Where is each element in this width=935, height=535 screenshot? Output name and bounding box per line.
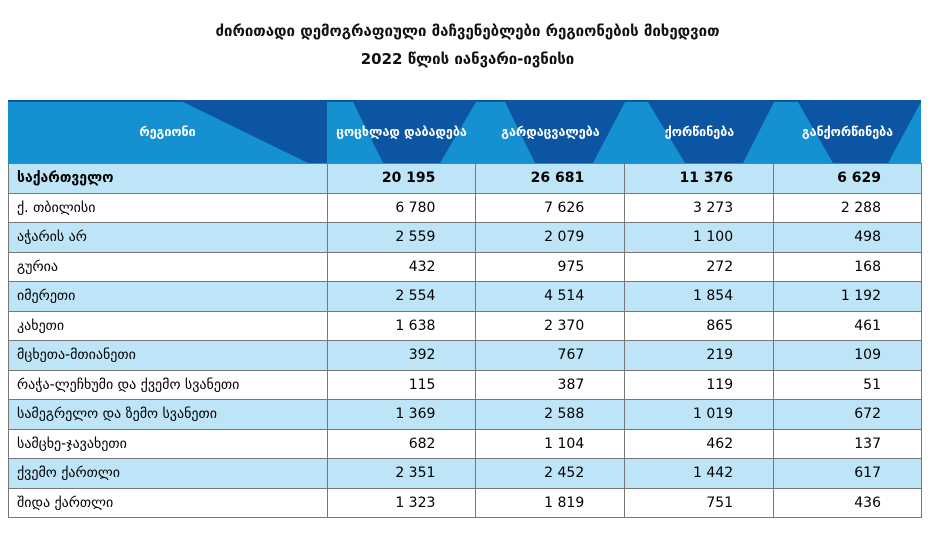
table-row: აჭარის არ 2 559 2 079 1 100 498 <box>8 222 922 253</box>
value-cell: 1 100 <box>624 222 775 253</box>
value-cell: 682 <box>326 428 477 459</box>
region-cell: ქ. თბილისი <box>8 192 328 223</box>
region-cell: მცხეთა-მთიანეთი <box>8 340 328 371</box>
table-row: ქვემო ქართლი 2 351 2 452 1 442 617 <box>8 458 922 489</box>
region-cell: კახეთი <box>8 310 328 341</box>
value-cell: 26 681 <box>475 163 626 194</box>
value-cell: 2 588 <box>475 399 626 430</box>
value-cell: 1 638 <box>326 310 477 341</box>
value-cell: 1 192 <box>773 281 922 312</box>
value-cell: 672 <box>773 399 922 430</box>
value-cell: 115 <box>326 369 477 400</box>
value-cell: 2 079 <box>475 222 626 253</box>
title-line-2: 2022 წლის იანვარი-ივნისი <box>360 50 575 68</box>
value-cell: 767 <box>475 340 626 371</box>
value-cell: 462 <box>624 428 775 459</box>
table-row: შიდა ქართლი 1 323 1 819 751 436 <box>8 487 922 518</box>
region-cell: შიდა ქართლი <box>8 487 328 518</box>
table-row: გურია 432 975 272 168 <box>8 251 922 282</box>
value-cell: 119 <box>624 369 775 400</box>
value-cell: 617 <box>773 458 922 489</box>
value-cell: 219 <box>624 340 775 371</box>
value-cell: 461 <box>773 310 922 341</box>
value-cell: 432 <box>326 251 477 282</box>
table-row: ქ. თბილისი 6 780 7 626 3 273 2 288 <box>8 192 922 223</box>
value-cell: 1 323 <box>326 487 477 518</box>
region-cell: იმერეთი <box>8 281 328 312</box>
value-cell: 1 104 <box>475 428 626 459</box>
table-row-total: საქართველო 20 195 26 681 11 376 6 629 <box>8 163 922 194</box>
value-cell: 1 819 <box>475 487 626 518</box>
value-cell: 1 369 <box>326 399 477 430</box>
value-cell: 2 554 <box>326 281 477 312</box>
value-cell: 392 <box>326 340 477 371</box>
value-cell: 137 <box>773 428 922 459</box>
table-row: კახეთი 1 638 2 370 865 461 <box>8 310 922 341</box>
header-divorces: განქორწინება <box>801 123 894 139</box>
region-cell: სამეგრელო და ზემო სვანეთი <box>8 399 328 430</box>
value-cell: 436 <box>773 487 922 518</box>
value-cell: 1 442 <box>624 458 775 489</box>
value-cell: 2 452 <box>475 458 626 489</box>
value-cell: 498 <box>773 222 922 253</box>
value-cell: 109 <box>773 340 922 371</box>
region-cell: გურია <box>8 251 328 282</box>
table-row: რაჭა-ლეჩხუმი და ქვემო სვანეთი 115 387 119 51 <box>8 369 922 400</box>
value-cell: 1 854 <box>624 281 775 312</box>
value-cell: 1 019 <box>624 399 775 430</box>
region-cell: ქვემო ქართლი <box>8 458 328 489</box>
value-cell: 975 <box>475 251 626 282</box>
header-region: რეგიონი <box>139 123 196 139</box>
value-cell: 20 195 <box>326 163 477 194</box>
value-cell: 2 351 <box>326 458 477 489</box>
value-cell: 6 629 <box>773 163 922 194</box>
region-cell: საქართველო <box>8 163 328 194</box>
value-cell: 4 514 <box>475 281 626 312</box>
table-row: მცხეთა-მთიანეთი 392 767 219 109 <box>8 340 922 371</box>
value-cell: 2 288 <box>773 192 922 223</box>
table-row: სამეგრელო და ზემო სვანეთი 1 369 2 588 1 019… <box>8 399 922 430</box>
value-cell: 168 <box>773 251 922 282</box>
region-cell: რაჭა-ლეჩხუმი და ქვემო სვანეთი <box>8 369 328 400</box>
value-cell: 11 376 <box>624 163 775 194</box>
value-cell: 865 <box>624 310 775 341</box>
title-line-1: ძირითადი დემოგრაფიული მაჩვენებლები რეგიო… <box>215 22 720 40</box>
value-cell: 751 <box>624 487 775 518</box>
value-cell: 6 780 <box>326 192 477 223</box>
header-births: ცოცხლად დაბადება <box>336 123 467 139</box>
value-cell: 7 626 <box>475 192 626 223</box>
header-wave <box>8 102 921 163</box>
region-cell: აჭარის არ <box>8 222 328 253</box>
region-cell: სამცხე-ჯავახეთი <box>8 428 328 459</box>
table-row: იმერეთი 2 554 4 514 1 854 1 192 <box>8 281 922 312</box>
value-cell: 3 273 <box>624 192 775 223</box>
value-cell: 2 370 <box>475 310 626 341</box>
header-background <box>8 100 921 163</box>
header-deaths: გარდაცვალება <box>501 123 600 139</box>
value-cell: 272 <box>624 251 775 282</box>
table-row: სამცხე-ჯავახეთი 682 1 104 462 137 <box>8 428 922 459</box>
value-cell: 387 <box>475 369 626 400</box>
header-marriages: ქორწინება <box>664 123 735 139</box>
data-table: საქართველო 20 195 26 681 11 376 6 629 ქ. თბილ… <box>8 163 922 518</box>
table-header: რეგიონი ცოცხლად დაბადება გარდაცვალება ქო… <box>8 100 921 163</box>
value-cell: 2 559 <box>326 222 477 253</box>
value-cell: 51 <box>773 369 922 400</box>
